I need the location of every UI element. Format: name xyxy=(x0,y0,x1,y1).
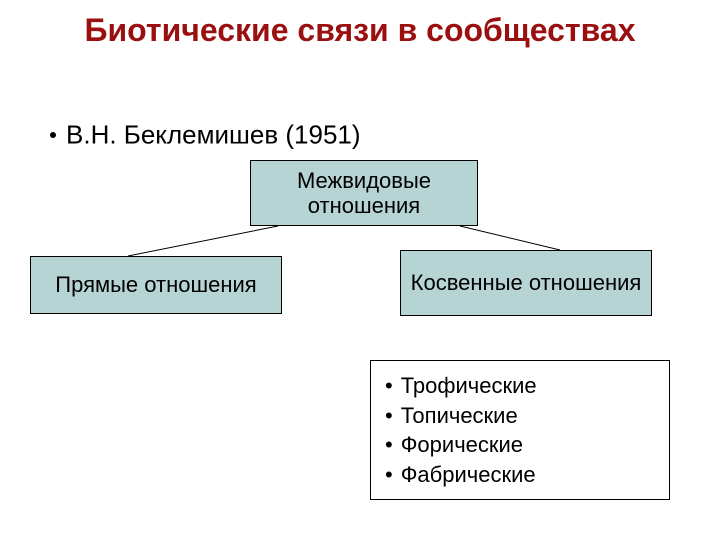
node-right-label: Косвенные отношения xyxy=(411,270,642,295)
author-line: В.Н. Беклемишев (1951) xyxy=(50,118,361,151)
list-item: Форические xyxy=(385,430,655,460)
author-text: В.Н. Беклемишев (1951) xyxy=(66,120,361,150)
connector-right xyxy=(460,226,560,250)
node-left: Прямые отношения xyxy=(30,256,282,314)
list-item: Топические xyxy=(385,401,655,431)
slide-title: Биотические связи в сообществах xyxy=(0,12,720,49)
connector-left xyxy=(128,226,278,256)
slide: Биотические связи в сообществах В.Н. Бек… xyxy=(0,0,720,540)
list-item: Трофические xyxy=(385,371,655,401)
node-right: Косвенные отношения xyxy=(400,250,652,316)
types-list: Трофические Топические Форические Фабрич… xyxy=(370,360,670,500)
types-list-ul: Трофические Топические Форические Фабрич… xyxy=(385,371,655,490)
node-root: Межвидовые отношения xyxy=(250,160,478,226)
list-item: Фабрические xyxy=(385,460,655,490)
bullet-icon xyxy=(50,132,56,138)
node-root-label: Межвидовые отношения xyxy=(251,168,477,219)
node-left-label: Прямые отношения xyxy=(55,272,256,297)
